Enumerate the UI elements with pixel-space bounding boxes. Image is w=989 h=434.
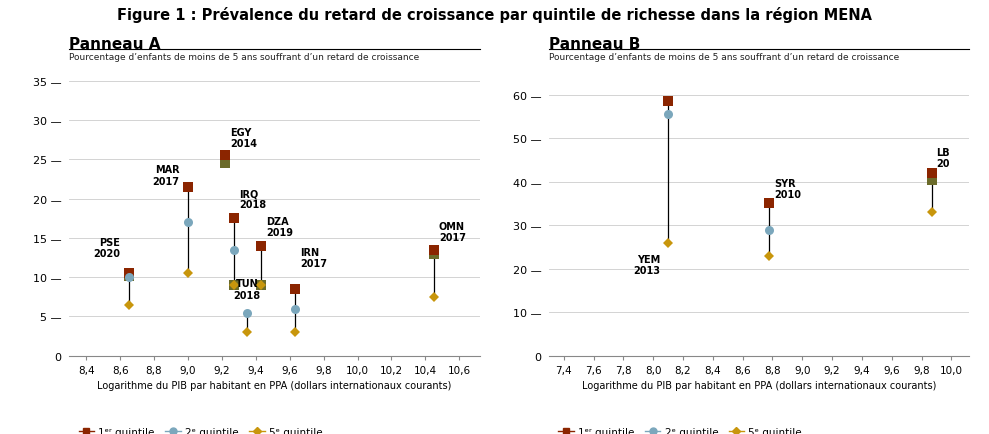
X-axis label: Logarithme du PIB par habitant en PPA (dollars internationaux courants): Logarithme du PIB par habitant en PPA (d… (97, 381, 452, 391)
Text: LB
20: LB 20 (937, 148, 950, 169)
Text: Figure 1 : Prévalence du retard de croissance par quintile de richesse dans la r: Figure 1 : Prévalence du retard de crois… (117, 7, 872, 23)
Text: OMN
2017: OMN 2017 (439, 221, 466, 243)
Text: Panneau A: Panneau A (69, 37, 161, 52)
Text: SYR
2010: SYR 2010 (774, 178, 801, 199)
Text: IRQ
2018: IRQ 2018 (238, 189, 266, 210)
Text: Pourcentage d’enfants de moins de 5 ans souffrant d’un retard de croissance: Pourcentage d’enfants de moins de 5 ans … (69, 53, 419, 62)
Text: TUN
2018: TUN 2018 (233, 279, 261, 300)
Text: EGY
2014: EGY 2014 (230, 128, 257, 148)
Legend: 1ᵉʳ quintile, 2ᵉ quintile, 5ᵉ quintile: 1ᵉʳ quintile, 2ᵉ quintile, 5ᵉ quintile (554, 423, 806, 434)
Text: IRN
2017: IRN 2017 (300, 247, 327, 269)
Text: DZA
2019: DZA 2019 (266, 216, 293, 237)
X-axis label: Logarithme du PIB par habitant en PPA (dollars internationaux courants): Logarithme du PIB par habitant en PPA (d… (582, 381, 937, 391)
Text: PSE
2020: PSE 2020 (93, 237, 120, 258)
Text: YEM
2013: YEM 2013 (634, 254, 661, 275)
Text: Pourcentage d’enfants de moins de 5 ans souffrant d’un retard de croissance: Pourcentage d’enfants de moins de 5 ans … (549, 53, 899, 62)
Text: Panneau B: Panneau B (549, 37, 640, 52)
Legend: 1ᵉʳ quintile, 2ᵉ quintile, 5ᵉ quintile: 1ᵉʳ quintile, 2ᵉ quintile, 5ᵉ quintile (74, 423, 326, 434)
Text: MAR
2017: MAR 2017 (152, 165, 179, 186)
